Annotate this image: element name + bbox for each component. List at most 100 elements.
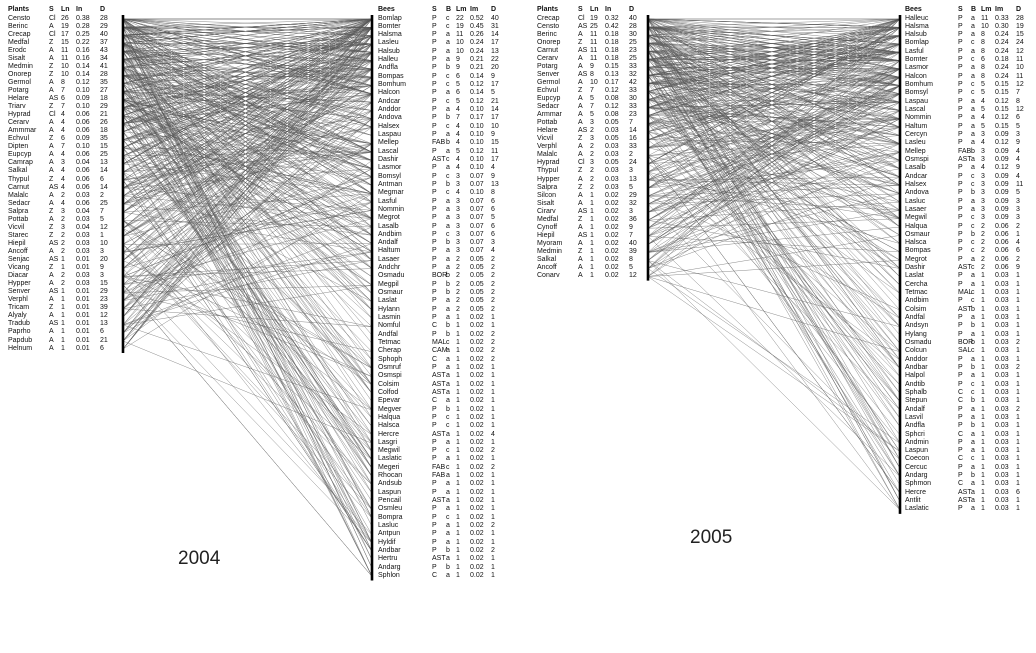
bee-cell: 0.45 bbox=[470, 22, 484, 30]
plant-cell: Z bbox=[49, 70, 54, 78]
bee-cell: AST bbox=[958, 155, 972, 163]
plant-cell: 25 bbox=[629, 38, 637, 46]
interaction-line bbox=[647, 83, 901, 111]
bee-cell: P bbox=[432, 189, 437, 197]
interaction-line bbox=[647, 26, 901, 128]
bee-cell: 1 bbox=[981, 472, 985, 480]
bee-cell: a bbox=[971, 97, 975, 105]
bee-name: Hylang bbox=[905, 330, 927, 338]
bee-cell: P bbox=[432, 505, 437, 513]
bee-cell: P bbox=[432, 363, 437, 371]
interaction-line bbox=[647, 18, 901, 237]
bee-cell: P bbox=[958, 81, 963, 89]
plant-cell: 0.06 bbox=[76, 199, 90, 207]
bee-cell: P bbox=[958, 438, 963, 446]
plant-name: Hypper bbox=[8, 280, 31, 288]
interaction-line bbox=[122, 18, 373, 317]
bee-cell: c bbox=[971, 264, 975, 272]
bee-cell: 0.09 bbox=[995, 180, 1009, 188]
bee-cell: 0.02 bbox=[470, 363, 484, 371]
bee-cell: 3 bbox=[456, 230, 460, 238]
bee-cell: 0.02 bbox=[470, 455, 484, 463]
interaction-line bbox=[122, 27, 373, 253]
plant-cell: 32 bbox=[629, 199, 637, 207]
plant-cell: A bbox=[578, 103, 583, 111]
plant-name: Germol bbox=[537, 78, 560, 86]
bee-cell: 0.03 bbox=[995, 280, 1009, 288]
bee-cell: 2 bbox=[491, 522, 495, 530]
interaction-line bbox=[647, 27, 901, 44]
interaction-line bbox=[647, 77, 901, 245]
bee-cell: 1 bbox=[1016, 272, 1020, 280]
bee-name: Lasvil bbox=[905, 413, 923, 421]
plant-cell: 0.15 bbox=[605, 62, 619, 70]
bee-cell: P bbox=[958, 380, 963, 388]
interaction-line bbox=[647, 35, 901, 148]
bee-cell: 1 bbox=[981, 488, 985, 496]
plant-cell: 24 bbox=[629, 159, 637, 167]
bee-cell: P bbox=[958, 39, 963, 47]
plant-cell: 2 bbox=[61, 215, 65, 223]
bee-cell: 0.02 bbox=[470, 480, 484, 488]
bee-cell: a bbox=[446, 264, 450, 272]
interaction-line bbox=[122, 51, 373, 411]
interaction-line bbox=[122, 226, 373, 326]
plants-header-2: Ln bbox=[61, 6, 70, 13]
plant-cell: A bbox=[49, 280, 54, 288]
plant-cell: 0.01 bbox=[76, 296, 90, 304]
interaction-line bbox=[122, 201, 373, 334]
plant-cell: 3 bbox=[61, 207, 65, 215]
plant-cell: A bbox=[578, 119, 583, 127]
plant-cell: A bbox=[49, 22, 54, 30]
plant-cell: 14 bbox=[100, 167, 108, 175]
interaction-line bbox=[122, 52, 373, 124]
bee-name: Cercyn bbox=[905, 130, 928, 138]
bee-cell: a bbox=[971, 372, 975, 380]
bee-cell: 1 bbox=[456, 438, 460, 446]
bee-name: Lasmin bbox=[378, 314, 401, 322]
bee-cell: 1 bbox=[981, 380, 985, 388]
bee-cell: 1 bbox=[1016, 397, 1020, 405]
bee-cell: P bbox=[958, 230, 963, 238]
bee-cell: 1 bbox=[981, 297, 985, 305]
bee-cell: 1 bbox=[1016, 413, 1020, 421]
interaction-line bbox=[122, 52, 373, 173]
bee-cell: 0.02 bbox=[470, 438, 484, 446]
bee-cell: 1 bbox=[1016, 388, 1020, 396]
bee-cell: 0.07 bbox=[470, 230, 484, 238]
plant-cell: 33 bbox=[629, 103, 637, 111]
bee-cell: 0.02 bbox=[470, 330, 484, 338]
plant-cell: Z bbox=[49, 223, 54, 231]
interaction-line bbox=[122, 115, 373, 427]
bee-cell: C bbox=[958, 430, 964, 438]
plant-name: Censto bbox=[8, 14, 31, 22]
bee-cell: a bbox=[446, 205, 450, 213]
interaction-line bbox=[122, 115, 373, 219]
bee-cell: 11 bbox=[1016, 72, 1024, 80]
bee-cell: b bbox=[446, 64, 450, 72]
interaction-line bbox=[122, 252, 373, 436]
plant-cell: 1 bbox=[590, 207, 594, 215]
interaction-line bbox=[647, 99, 901, 103]
bee-cell: AST bbox=[432, 430, 446, 438]
plant-cell: 20 bbox=[100, 256, 108, 263]
bee-name: Andbim bbox=[905, 297, 929, 305]
bee-cell: 0.24 bbox=[995, 39, 1009, 47]
bee-cell: 2 bbox=[491, 338, 495, 346]
plant-name: Senver bbox=[537, 70, 560, 78]
plant-cell: Z bbox=[49, 62, 54, 70]
plant-cell: 41 bbox=[100, 62, 108, 70]
bee-name: Osmspi bbox=[378, 372, 402, 380]
plant-cell: AS bbox=[578, 70, 588, 78]
bee-cell: 12 bbox=[1016, 47, 1024, 55]
bee-cell: 0.24 bbox=[995, 64, 1009, 72]
bee-cell: 0.14 bbox=[470, 89, 484, 97]
bee-cell: b bbox=[446, 139, 450, 147]
bee-cell: 1 bbox=[1016, 372, 1020, 380]
interaction-line bbox=[122, 77, 373, 124]
plant-name: Sisalt bbox=[8, 54, 26, 62]
interaction-line bbox=[647, 126, 901, 189]
bee-cell: 8 bbox=[491, 189, 495, 197]
bee-cell: 0.10 bbox=[470, 164, 484, 172]
interaction-line bbox=[122, 18, 373, 334]
